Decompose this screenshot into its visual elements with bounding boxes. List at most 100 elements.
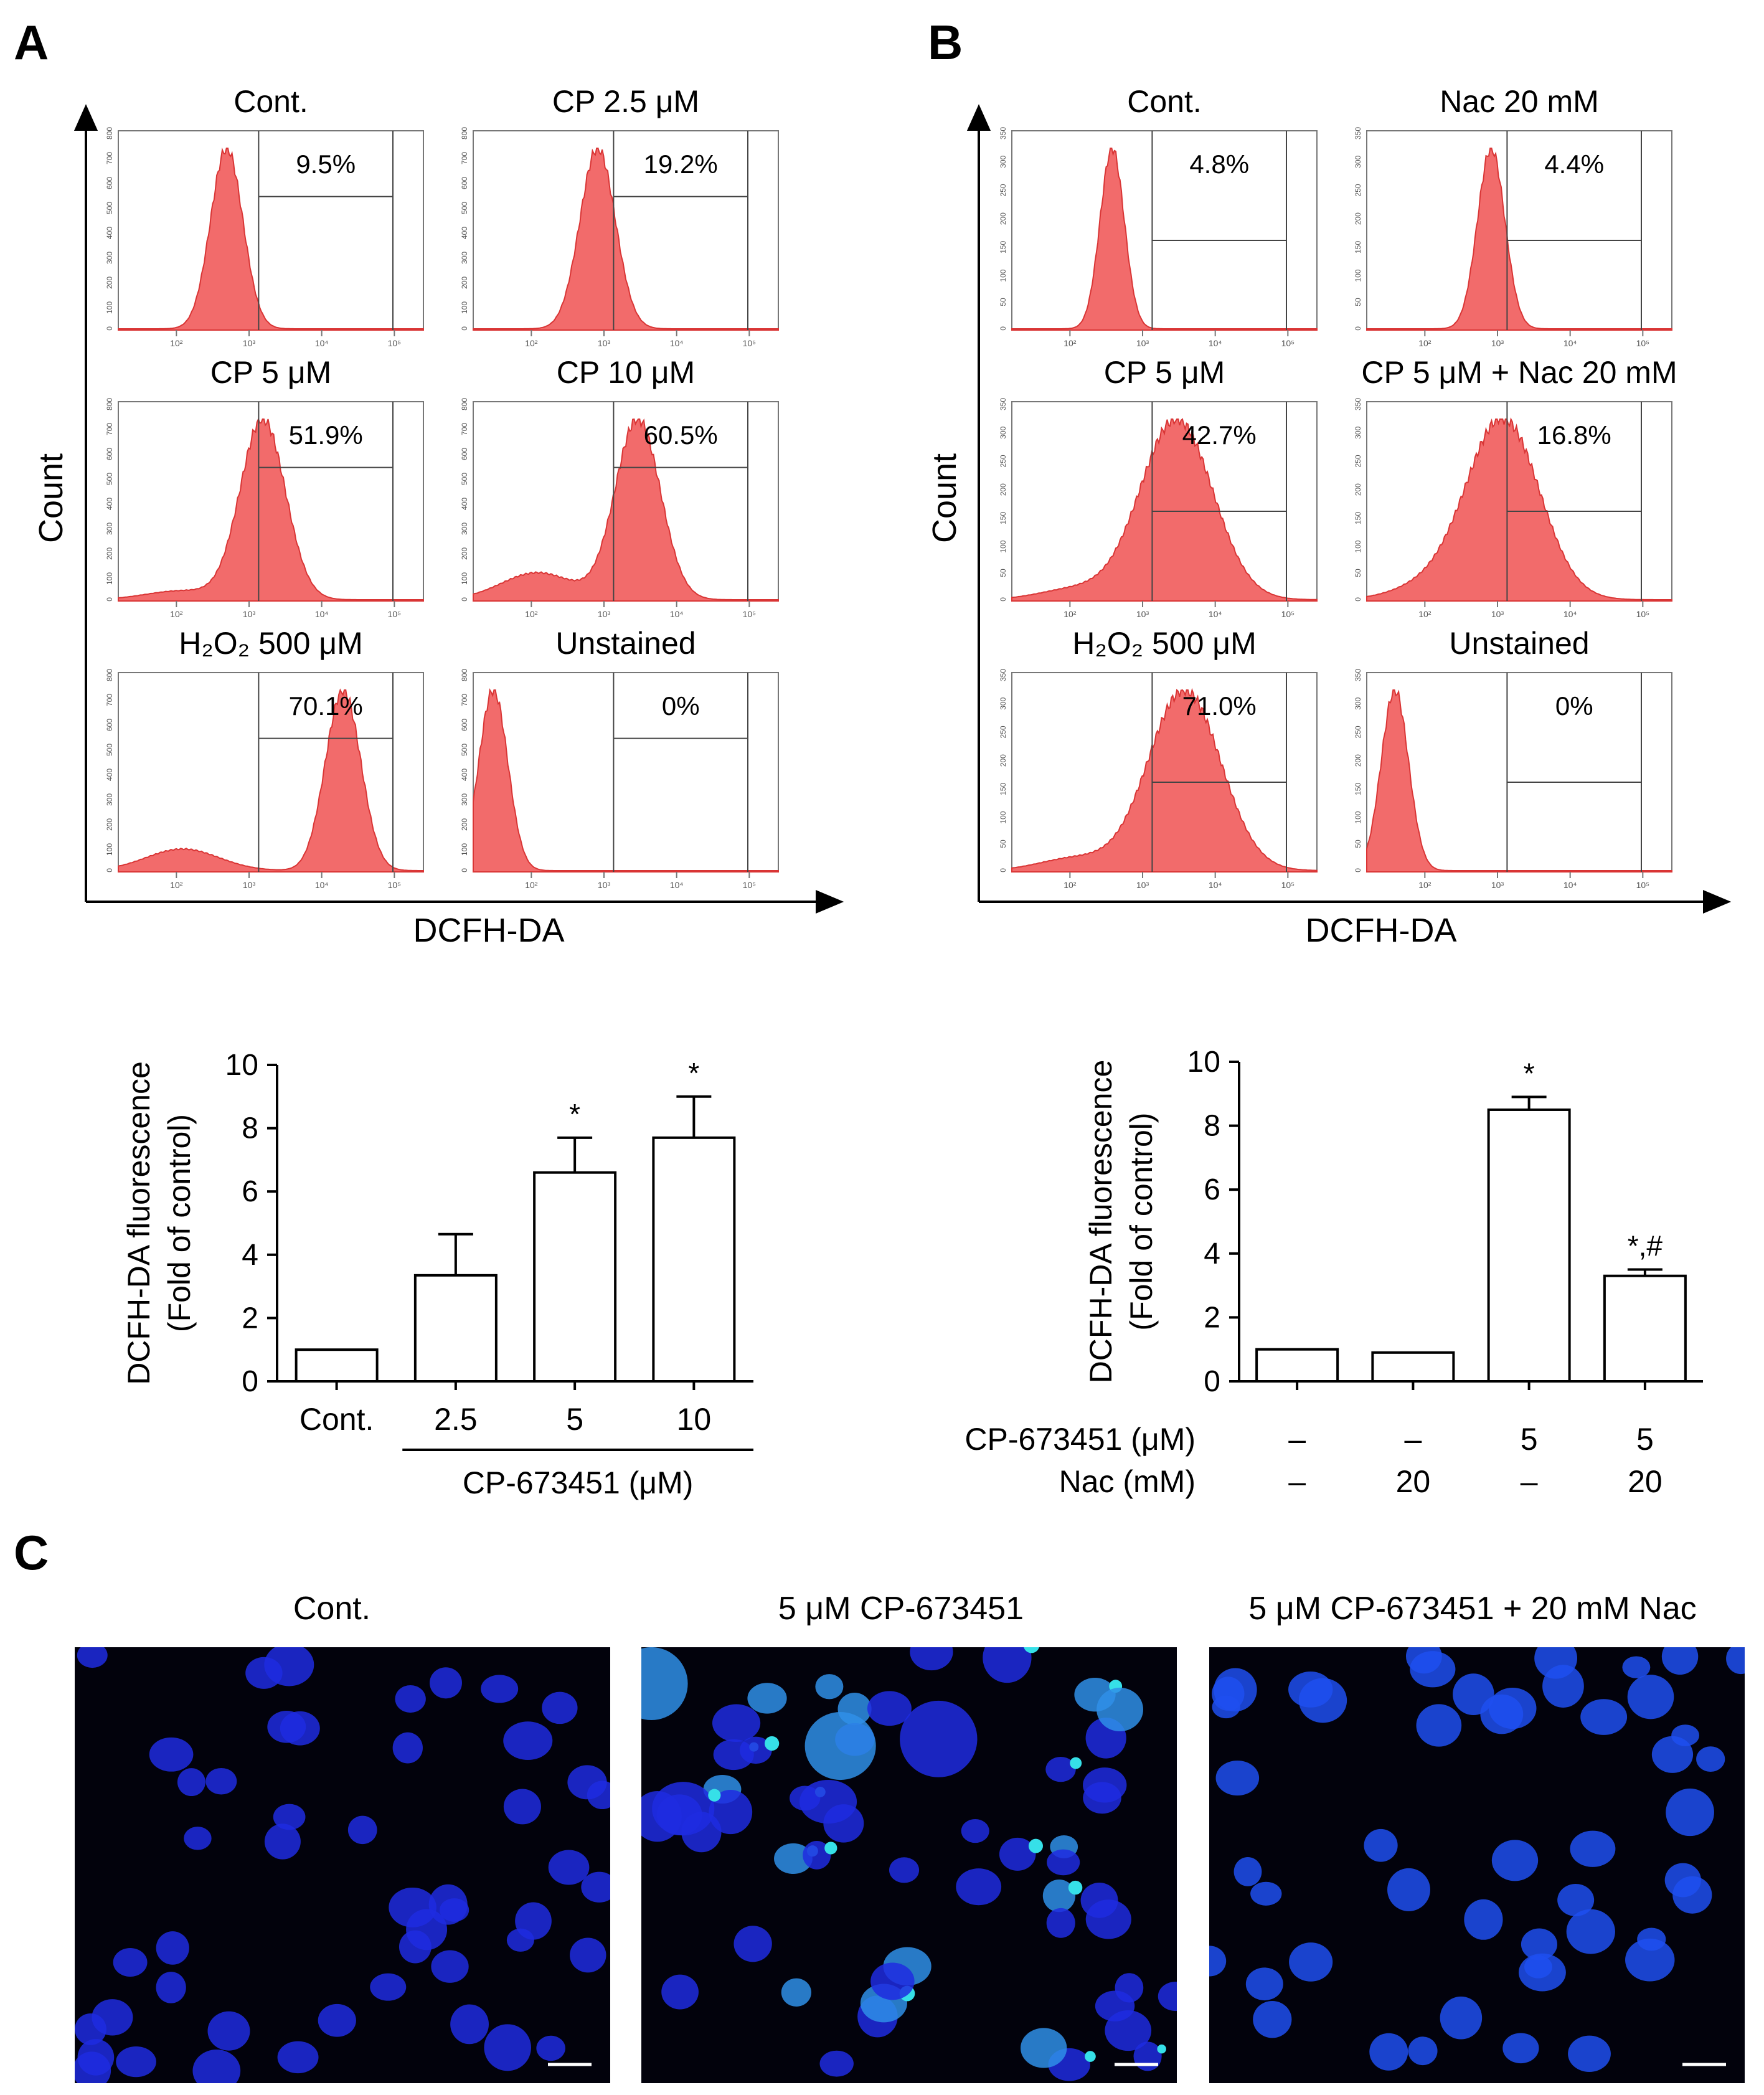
y-tick-label: 400 xyxy=(105,498,114,510)
y-tick-label: 6 xyxy=(1204,1173,1220,1206)
y-tick-label: 300 xyxy=(460,252,469,264)
cell-nucleus xyxy=(277,2041,319,2074)
x-tick-label: 10⁴ xyxy=(670,338,684,348)
apoptotic-body xyxy=(1024,1647,1039,1653)
y-tick-label: 100 xyxy=(105,843,114,856)
histogram-curve xyxy=(1366,689,1672,873)
cell-nucleus xyxy=(1250,1881,1282,1906)
x-tick-label: 10⁴ xyxy=(670,880,684,890)
x-tick-label: 10² xyxy=(1064,880,1077,890)
flow-grid-b: Cont. 4.8% 10² 10³ 10⁴ 10⁵ 0 50 100 150 200 250 300 3… xyxy=(999,84,1677,890)
y-tick-label: 300 xyxy=(105,523,114,535)
x-tick-label: 10⁴ xyxy=(1564,880,1577,890)
y-tick-label: 350 xyxy=(999,398,1007,410)
y-tick-label: 100 xyxy=(105,572,114,585)
cell-nucleus xyxy=(1046,1908,1075,1938)
panel-letter-c: C xyxy=(14,1525,49,1580)
x-tick-label: 10² xyxy=(1418,338,1431,348)
cell-nucleus xyxy=(1405,1647,1442,1674)
x-tick-label: 10² xyxy=(1064,338,1077,348)
x-tick-label: 10⁵ xyxy=(1636,338,1649,348)
x-tick-label: 10³ xyxy=(1491,338,1504,348)
y-tick-label: 300 xyxy=(1354,697,1362,709)
cell-nucleus xyxy=(774,1843,813,1875)
histogram-title: CP 10 μM xyxy=(557,355,695,390)
cell-nucleus xyxy=(983,1647,1032,1683)
cell-nucleus xyxy=(1453,1673,1494,1716)
y-tick-label: 150 xyxy=(999,512,1007,524)
x-tick-label: 10² xyxy=(525,880,538,890)
histogram-title: Nac 20 mM xyxy=(1440,84,1599,119)
x-tick-label: 10³ xyxy=(1491,880,1504,890)
y-tick-label: 700 xyxy=(460,152,469,164)
x-tick-label: 10⁴ xyxy=(1564,609,1577,619)
cell-nucleus xyxy=(392,1732,423,1764)
y-tick-label: 200 xyxy=(105,277,114,289)
cell-nucleus xyxy=(1521,1928,1557,1960)
y-tick-label: 500 xyxy=(460,744,469,756)
apoptotic-body xyxy=(824,1842,837,1855)
cell-nucleus xyxy=(1387,1868,1430,1911)
apoptotic-body xyxy=(1085,2051,1096,2062)
cell-nucleus xyxy=(205,1767,237,1795)
histogram-curve xyxy=(473,688,779,873)
y-tick-label: 250 xyxy=(999,455,1007,467)
y-tick-label: 300 xyxy=(1354,155,1362,168)
y-tick-label: 300 xyxy=(105,252,114,264)
x-tick-label: 10⁵ xyxy=(388,609,401,619)
y-tick-label: 700 xyxy=(460,423,469,435)
bar xyxy=(1371,1351,1455,1383)
cell-nucleus xyxy=(264,1823,301,1860)
cell-nucleus xyxy=(1557,1884,1595,1916)
x-tick-label: 10⁵ xyxy=(743,609,756,619)
cell-nucleus xyxy=(506,1928,534,1952)
cell-nucleus xyxy=(1491,1840,1539,1881)
histogram-curve xyxy=(1011,148,1318,331)
histogram-title: CP 5 μM xyxy=(1104,355,1225,390)
y-tick-label: 0 xyxy=(999,326,1007,331)
y-tick-label: 250 xyxy=(1354,455,1362,467)
y-tick-label: 100 xyxy=(999,540,1007,552)
cell-nucleus xyxy=(1253,2000,1292,2038)
y-tick-label: 200 xyxy=(999,212,1007,225)
cell-nucleus xyxy=(280,1711,320,1746)
gate-percent: 60.5% xyxy=(644,420,718,450)
apoptotic-body xyxy=(1068,1880,1083,1895)
y-tick-label: 200 xyxy=(105,818,114,831)
y-tick-label: 600 xyxy=(105,719,114,731)
cell-nucleus xyxy=(956,1868,1002,1906)
histogram-title: CP 5 μM + Nac 20 mM xyxy=(1361,355,1677,390)
cell-nucleus xyxy=(1625,1938,1675,1982)
cell-nucleus xyxy=(548,1850,590,1885)
y-axis-label: DCFH-DA fluorescence xyxy=(1083,1060,1118,1384)
cell-nucleus xyxy=(1726,1647,1745,1675)
histogram-frame xyxy=(118,130,424,331)
y-tick-label: 100 xyxy=(460,301,469,314)
y-tick-label: 10 xyxy=(1187,1046,1220,1079)
x-tick-label: 10² xyxy=(170,609,183,619)
cell-nucleus xyxy=(1288,1672,1333,1708)
y-tick-label: 50 xyxy=(999,569,1007,577)
y-tick-label: 300 xyxy=(999,697,1007,709)
cell-nucleus xyxy=(1622,1656,1651,1678)
cell-nucleus xyxy=(430,1667,462,1699)
cell-nucleus xyxy=(370,1973,407,2001)
y-tick-label: 200 xyxy=(460,547,469,560)
flow-grid-a: Cont. 9.5% 10² 10³ 10⁴ 10⁵ 0 100 200 300 400 500 600… xyxy=(105,84,779,890)
cell-nucleus xyxy=(819,2050,854,2077)
cell-nucleus xyxy=(1570,1830,1616,1867)
histogram-title: Unstained xyxy=(1449,626,1589,661)
y-tick-label: 600 xyxy=(105,448,114,460)
cell-nucleus xyxy=(481,1675,519,1703)
x-tick-label: 10³ xyxy=(1136,609,1149,619)
gate-percent: 70.1% xyxy=(289,691,363,721)
cell-nucleus xyxy=(1661,1647,1699,1675)
cell-nucleus xyxy=(1369,2033,1408,2071)
cell-nucleus xyxy=(1212,1695,1240,1719)
cell-nucleus xyxy=(1209,1946,1227,1977)
x-tick-label: 10² xyxy=(525,609,538,619)
cell-nucleus xyxy=(1095,1990,1135,2022)
y-tick-label: 200 xyxy=(1354,483,1362,496)
x-tick-label: 10⁴ xyxy=(315,609,329,619)
y-tick-label: 600 xyxy=(460,177,469,189)
